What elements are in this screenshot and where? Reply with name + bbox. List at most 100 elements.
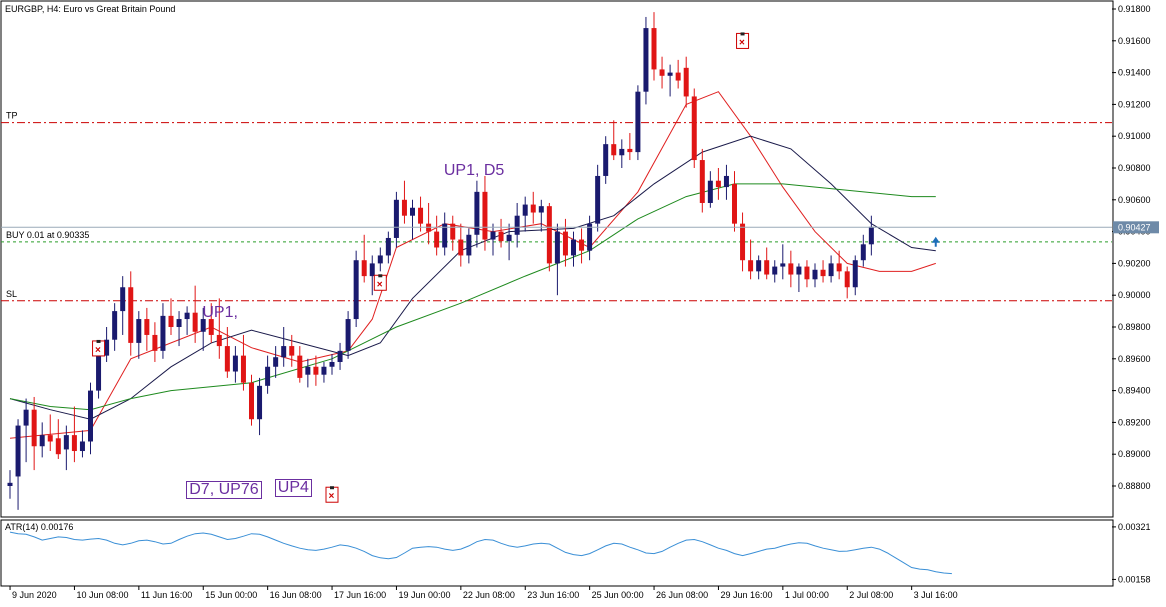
price-tick-label: 0.89400 xyxy=(1118,386,1151,396)
time-tick-label: 11 Jun 16:00 xyxy=(141,590,192,600)
candle-body xyxy=(603,144,609,176)
candle-body xyxy=(79,441,85,452)
candle-body xyxy=(554,231,560,264)
candle-body xyxy=(804,266,810,280)
candle-body xyxy=(723,175,729,188)
candle-body xyxy=(63,435,69,450)
candle-body xyxy=(297,355,303,378)
candle-body xyxy=(796,266,802,275)
candle-body xyxy=(458,239,464,256)
candle-body xyxy=(160,315,166,351)
candle-body xyxy=(442,223,448,248)
time-tick-label: 3 Jul 16:00 xyxy=(914,590,958,600)
candle-body xyxy=(748,260,754,272)
candle-body xyxy=(482,191,488,240)
candle-body xyxy=(450,223,456,240)
time-tick-label: 25 Jun 00:00 xyxy=(592,590,644,600)
candle-body xyxy=(619,148,625,156)
annotation-label: UP4 xyxy=(274,479,312,498)
atr-axis: 0.00321 0.00158 xyxy=(1112,522,1151,584)
candle-body xyxy=(434,231,440,248)
candle-body xyxy=(466,234,472,256)
candle-body xyxy=(740,223,746,261)
candle-body xyxy=(39,435,45,447)
candle-body xyxy=(546,206,552,264)
candle-body xyxy=(136,319,142,343)
candle-body xyxy=(281,346,287,358)
candle-body xyxy=(321,366,327,375)
level-label-sl: SL xyxy=(6,289,17,299)
candlesticks[interactable] xyxy=(7,12,874,510)
trade-markers[interactable]: × × × × xyxy=(92,32,940,503)
time-axis: 9 Jun 2020 10 Jun 08:00 11 Jun 16:00 15 Jun… xyxy=(9,586,958,600)
candle-body xyxy=(15,425,21,477)
candle-body xyxy=(410,207,415,216)
candle-body xyxy=(104,339,110,356)
candle-body xyxy=(144,319,150,335)
time-tick-label: 19 Jun 00:00 xyxy=(398,590,450,600)
candle-body xyxy=(176,319,182,327)
candle-body xyxy=(152,334,158,351)
candle-body xyxy=(852,260,858,288)
time-tick-label: 1 Jul 00:00 xyxy=(785,590,829,600)
candle-body xyxy=(385,237,391,256)
time-tick-label: 2 Jul 08:00 xyxy=(849,590,893,600)
candle-body xyxy=(168,315,174,327)
price-tick-label: 0.91200 xyxy=(1118,99,1151,109)
candle-body xyxy=(305,366,311,375)
candle-body xyxy=(579,239,585,251)
time-tick-label: 10 Jun 08:00 xyxy=(76,590,128,600)
atr-tick-label: 0.00158 xyxy=(1118,574,1151,584)
price-axis: 0.91800 0.91600 0.91400 0.91200 0.91000 0.908… xyxy=(1,4,1159,491)
candle-body xyxy=(401,199,407,216)
price-tick-label: 0.91800 xyxy=(1118,4,1151,14)
price-tick-label: 0.90000 xyxy=(1118,290,1151,300)
price-tick-label: 0.89200 xyxy=(1118,417,1151,427)
candle-body xyxy=(71,435,77,452)
price-tick-label: 0.91000 xyxy=(1118,131,1151,141)
chart-title: EURGBP, H4: Euro vs Great Britain Pound xyxy=(5,4,176,14)
candle-body xyxy=(240,355,246,383)
buy-arrow-icon xyxy=(931,236,940,247)
time-tick-label: 29 Jun 16:00 xyxy=(720,590,772,600)
candle-body xyxy=(289,346,295,356)
candle-body xyxy=(595,175,601,224)
candle-body xyxy=(627,148,633,153)
candle-body xyxy=(112,311,118,340)
annotation-label: UP1, D5 xyxy=(443,161,505,179)
close-marker-icon: × xyxy=(95,345,101,356)
price-tick-label: 0.89600 xyxy=(1118,354,1151,364)
candle-body xyxy=(844,271,850,288)
candle-body xyxy=(707,180,713,203)
candle-body xyxy=(249,382,254,420)
candle-body xyxy=(756,260,762,272)
candle-body xyxy=(377,255,383,264)
candle-body xyxy=(788,263,794,275)
candle-body xyxy=(683,67,689,97)
candle-body xyxy=(313,366,319,375)
main-chart-frame xyxy=(0,0,1114,518)
candle-body xyxy=(7,482,13,486)
current-price-label: 0.90427 xyxy=(1118,222,1151,232)
candle-body xyxy=(571,239,576,256)
candle-body xyxy=(257,385,263,420)
candle-body xyxy=(55,438,61,455)
close-marker-icon: × xyxy=(377,279,383,290)
price-tick-label: 0.90600 xyxy=(1118,195,1151,205)
candle-body xyxy=(587,223,593,251)
candle-body xyxy=(184,312,190,320)
candle-body xyxy=(345,319,351,351)
level-label-buy: BUY 0.01 at 0.90335 xyxy=(6,230,89,240)
candle-body xyxy=(353,260,359,320)
candle-body xyxy=(337,350,343,362)
candle-body xyxy=(530,204,536,213)
candle-body xyxy=(691,96,697,161)
time-tick-label: 16 Jun 08:00 xyxy=(270,590,322,600)
candle-body xyxy=(369,263,375,277)
candle-body xyxy=(418,207,424,224)
annotation-label: D7, UP76 xyxy=(186,480,262,499)
candle-body xyxy=(224,346,230,372)
close-marker-icon xyxy=(740,32,745,36)
order-levels[interactable]: TP BUY 0.01 at 0.90335 SL xyxy=(1,111,1112,302)
